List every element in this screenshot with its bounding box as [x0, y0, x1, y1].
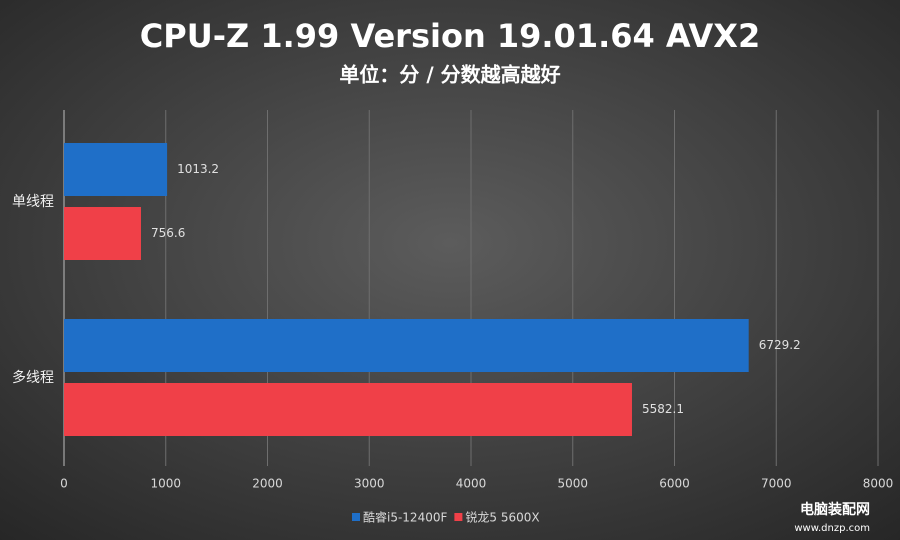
value-label: 756.6 [151, 226, 185, 240]
legend: 酷睿i5-12400F 锐龙5 5600X [352, 510, 540, 525]
bar [64, 319, 749, 372]
value-label: 5582.1 [642, 402, 684, 416]
chart-subtitle: 单位：分 / 分数越高越好 [339, 63, 560, 87]
x-tick-label: 0 [60, 477, 68, 491]
legend-swatch [454, 513, 463, 521]
watermark-name: 电脑装配网 [800, 501, 870, 518]
legend-swatch [352, 513, 360, 521]
y-tick-label: 多线程 [12, 369, 54, 386]
x-tick-label: 7000 [761, 477, 792, 491]
y-tick-label: 单线程 [12, 194, 54, 210]
x-tick-label: 1000 [150, 477, 181, 491]
bar [64, 207, 141, 260]
x-tick-label: 6000 [659, 477, 690, 491]
value-label: 6729.2 [759, 338, 801, 352]
x-tick-label: 3000 [354, 477, 385, 491]
watermark-url: www.dnzp.com [794, 523, 870, 534]
chart-title: CPU-Z 1.99 Version 19.01.64 AVX2 [140, 17, 760, 55]
legend-label: 酷睿i5-12400F [363, 510, 447, 525]
x-tick-label: 5000 [557, 477, 588, 491]
x-tick-label: 2000 [252, 477, 283, 491]
x-tick-label: 4000 [456, 477, 487, 491]
bar [64, 143, 168, 196]
legend-label: 锐龙5 5600X [465, 511, 539, 525]
x-tick-label: 8000 [863, 477, 894, 491]
bar [64, 383, 632, 436]
value-label: 1013.2 [177, 162, 219, 176]
